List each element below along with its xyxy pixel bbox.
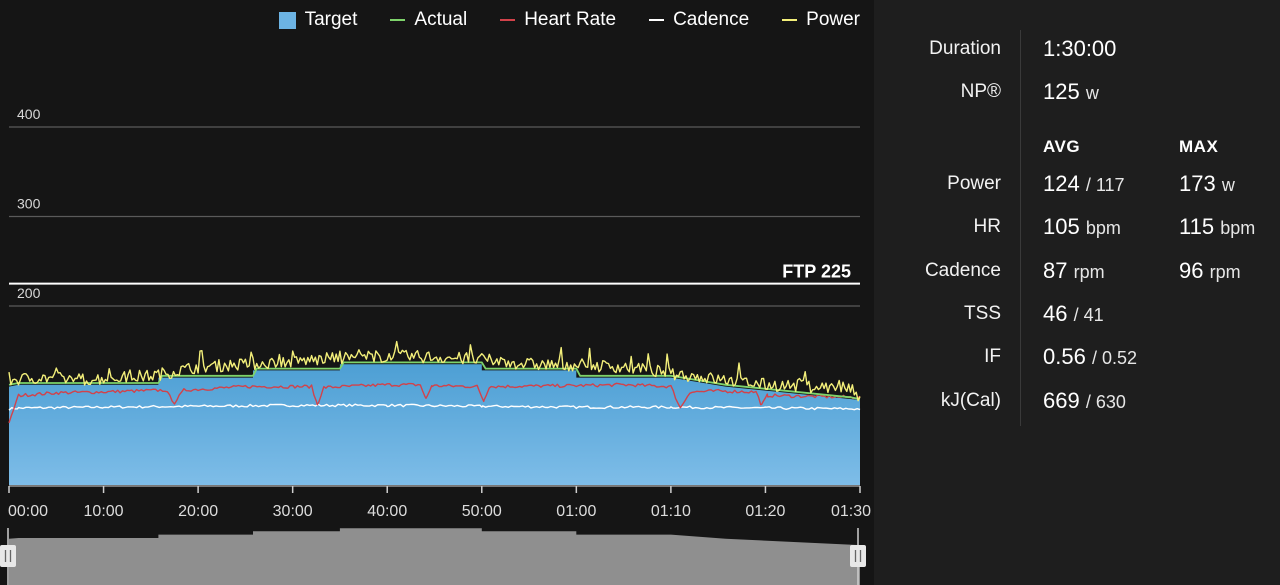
stat-avg-unit: / 117 [1085, 175, 1125, 195]
y-tick-label: 200 [17, 285, 41, 301]
x-tick-label: 10:00 [84, 503, 124, 520]
legend-item-target[interactable]: Target [278, 9, 358, 31]
series-line-power [8, 340, 861, 402]
stat-avg-kj-cal: 669 / 630 [1043, 388, 1126, 414]
stat-avg-number: 105 [1043, 214, 1080, 239]
legend-label-cadence: Cadence [673, 9, 750, 30]
stat-max-number: 115 [1179, 214, 1215, 239]
stat-max-power: 173 w [1179, 171, 1235, 197]
legend-item-heart-rate[interactable]: Heart Rate [500, 9, 616, 31]
workout-chart: 400 300 200 FTP 225 00:00 10:00 20:00 30:00 40:0… [0, 106, 871, 585]
legend-label-heart-rate: Heart Rate [524, 9, 617, 30]
avg-header: AVG [1043, 137, 1081, 156]
stat-avg-if: 0.56 / 0.52 [1043, 344, 1137, 370]
range-handle-start-grip[interactable] [0, 545, 16, 567]
stat-max-hr: 115 bpm [1179, 214, 1255, 240]
stat-label-tss: TSS [964, 303, 1001, 324]
stat-avg-number: 669 [1043, 388, 1080, 413]
ftp-label: FTP 225 [782, 262, 851, 282]
x-tick-label: 20:00 [178, 503, 218, 520]
legend-item-actual[interactable]: Actual [390, 9, 467, 31]
x-tick-label: 01:20 [745, 503, 785, 520]
np-label: NP® [960, 81, 1001, 102]
x-tick-label: 50:00 [462, 503, 502, 520]
np-number: 125 [1043, 79, 1080, 104]
x-tick-label: 01:00 [556, 503, 596, 520]
stat-max-number: 173 [1179, 171, 1216, 196]
stat-label-power: Power [947, 173, 1001, 194]
stat-avg-power: 124 / 117 [1043, 171, 1125, 197]
stat-label-hr: HR [973, 216, 1001, 237]
legend-swatch-heart-rate [500, 19, 516, 21]
stat-avg-unit: / 0.52 [1091, 348, 1137, 368]
stat-avg-unit: bpm [1085, 218, 1121, 238]
x-tick-label: 00:00 [8, 503, 48, 520]
stat-avg-unit: / 41 [1073, 305, 1104, 325]
stat-avg-number: 87 [1043, 258, 1068, 283]
stat-avg-number: 124 [1043, 171, 1080, 196]
legend-swatch-actual [390, 19, 406, 21]
minimap-profile [9, 528, 860, 585]
duration-label: Duration [929, 38, 1001, 59]
range-handle-start[interactable] [0, 528, 16, 585]
x-tick-label: 30:00 [273, 503, 313, 520]
stat-max-unit: rpm [1209, 262, 1241, 282]
chart-legend: Target Actual Heart Rate Cadence Power [278, 9, 860, 31]
stat-avg-tss: 46 / 41 [1043, 301, 1104, 327]
stat-max-number: 96 [1179, 258, 1204, 283]
legend-label-power: Power [806, 9, 860, 30]
target-area [9, 364, 860, 485]
range-handle-end-grip[interactable] [850, 545, 866, 567]
chart-panel: 400 300 200 FTP 225 00:00 10:00 20:00 30:00 40:0… [0, 9, 872, 585]
x-tick-label: 01:10 [651, 503, 691, 520]
stat-avg-number: 46 [1043, 301, 1068, 326]
y-tick-label: 300 [17, 196, 41, 212]
x-tick-label: 40:00 [367, 503, 407, 520]
legend-item-cadence[interactable]: Cadence [649, 9, 749, 31]
stat-label-kj-cal: kJ(Cal) [940, 390, 1001, 411]
duration-value: 1:30:00 [1043, 36, 1117, 61]
series-line-heart-rate [8, 382, 861, 424]
stat-avg-number: 0.56 [1043, 344, 1086, 369]
range-handle-end[interactable] [850, 528, 866, 585]
legend-swatch-cadence [649, 19, 665, 21]
legend-label-target: Target [304, 9, 358, 30]
np-unit: w [1085, 83, 1099, 103]
legend-item-power[interactable]: Power [782, 9, 860, 31]
legend-swatch-power [782, 19, 798, 21]
stat-max-unit: bpm [1220, 218, 1256, 238]
y-tick-label: 400 [17, 106, 41, 122]
series-line-cadence [8, 403, 861, 411]
stat-max-cadence: 96 rpm [1179, 258, 1241, 284]
stat-label-if: IF [984, 346, 1001, 367]
np-value: 125 w [1043, 79, 1099, 105]
stat-label-cadence: Cadence [924, 260, 1001, 281]
legend-swatch-target [278, 11, 296, 29]
stat-avg-hr: 105 bpm [1043, 214, 1121, 240]
stats-divider [1020, 30, 1021, 426]
stat-avg-unit: rpm [1073, 262, 1105, 282]
x-tick-label: 01:30 [831, 503, 871, 520]
stats-panel: Duration 1:30:00 NP® 125 w AVG MAX Power… [874, 0, 1280, 585]
max-header: MAX [1179, 137, 1219, 156]
legend-label-actual: Actual [414, 9, 468, 30]
stat-avg-unit: / 630 [1085, 392, 1126, 412]
stat-avg-cadence: 87 rpm [1043, 258, 1105, 284]
stat-max-unit: w [1221, 175, 1235, 195]
